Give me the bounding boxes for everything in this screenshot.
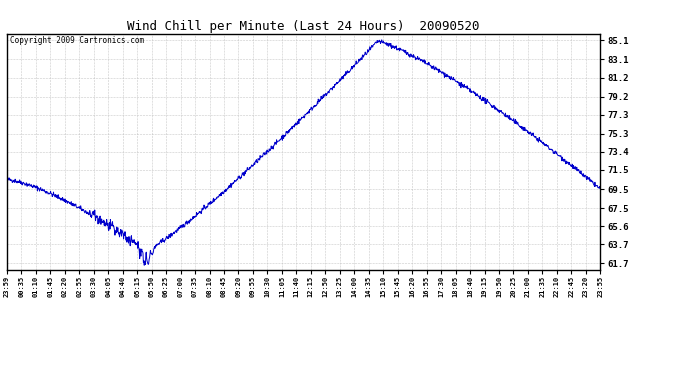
Title: Wind Chill per Minute (Last 24 Hours)  20090520: Wind Chill per Minute (Last 24 Hours) 20…	[128, 20, 480, 33]
Text: Copyright 2009 Cartronics.com: Copyright 2009 Cartronics.com	[10, 36, 144, 45]
